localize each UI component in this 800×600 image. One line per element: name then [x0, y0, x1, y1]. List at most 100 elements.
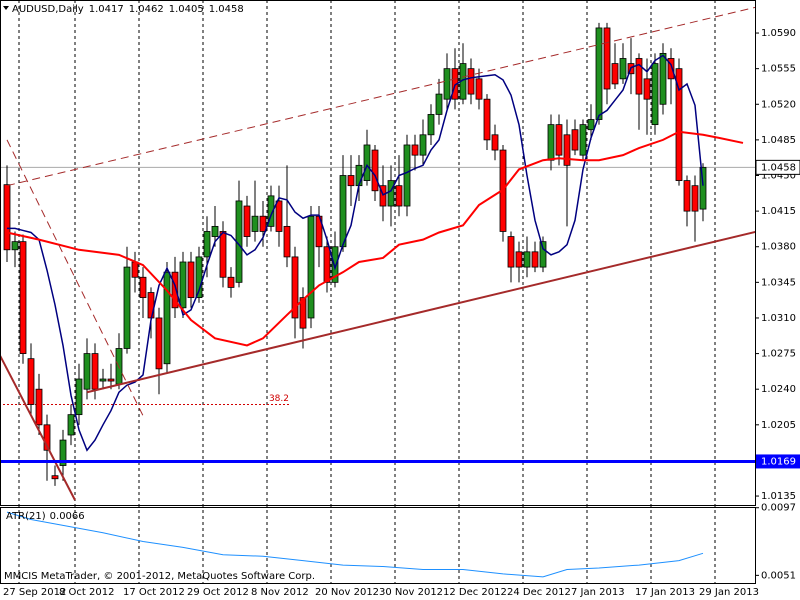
x-tick-label: 27 Sep 2012 [3, 587, 66, 598]
y-tick-label: 1.0590 [761, 28, 796, 39]
x-tick-label: 12 Dec 2012 [443, 587, 507, 598]
candle-body [211, 225, 219, 237]
y-tick-label: 0.0097 [761, 503, 796, 514]
candle-body [27, 358, 35, 405]
candle-body [571, 129, 579, 151]
header-text: 1.0405 [169, 4, 204, 15]
candle-body [603, 27, 611, 90]
candle-body [619, 58, 627, 80]
x-tick-label: 30 Nov 2012 [379, 587, 443, 598]
candle-body [11, 241, 19, 251]
level-tag-label: 1.0169 [761, 456, 796, 467]
y-tick-label: 1.0380 [761, 242, 796, 253]
candle-body [491, 134, 499, 151]
atr-value: 0.0066 [50, 511, 85, 522]
price-tag-label: 1.0458 [761, 162, 796, 173]
candle-body [563, 134, 571, 166]
x-tick-label: 24 Dec 2012 [507, 587, 571, 598]
fib-label: 38.2 [269, 394, 289, 404]
x-tick-label: 8 Nov 2012 [251, 587, 309, 598]
x-tick-label: 7 Jan 2013 [571, 587, 625, 598]
candle-body [123, 266, 131, 349]
candle-body [99, 378, 107, 382]
y-tick-label: 1.0520 [761, 99, 796, 110]
y-tick-label: 1.0345 [761, 277, 796, 288]
atr-title: ATR(21) [6, 511, 46, 522]
candle-body [531, 251, 539, 268]
candle-body [171, 271, 179, 309]
candle-body [187, 261, 195, 299]
y-tick-label: 1.0135 [761, 491, 796, 502]
x-tick-label: 17 Jan 2013 [635, 587, 695, 598]
candle-body [131, 261, 139, 278]
candle-body [35, 388, 43, 426]
copyright: MMCIS MetaTrader, © 2001-2012, MetaQuote… [4, 571, 315, 582]
candle-body [675, 68, 683, 181]
candle-body [51, 475, 59, 480]
candle-body [587, 119, 595, 131]
candle-body [427, 114, 435, 136]
candle-body [683, 180, 691, 212]
candle-body [691, 185, 699, 212]
axes: 1.0590 1.0555 1.0520 1.0485 1.0450 1.0415 1.03… [3, 4, 800, 598]
x-tick-label: 29 Jan 2013 [699, 587, 759, 598]
candle-body [139, 276, 147, 299]
candle-body [451, 68, 459, 100]
candle-body [307, 215, 315, 319]
candle-body [667, 58, 675, 80]
price-frame [0, 0, 756, 506]
candle-body [555, 124, 563, 156]
candle-body [67, 414, 75, 436]
candle-body [643, 78, 651, 100]
candle-body [299, 297, 307, 329]
header-text: 1.0417 [89, 4, 124, 15]
candle-body [651, 63, 659, 126]
y-tick-label: 1.0555 [761, 64, 796, 75]
candle-body [411, 144, 419, 156]
candle-body [579, 124, 587, 156]
candle-body [355, 164, 363, 187]
candle-body [363, 144, 371, 181]
candle-body [395, 185, 403, 207]
candle-body [435, 93, 443, 115]
candle-body [163, 271, 171, 365]
atr-pane [6, 511, 704, 578]
candle-body [267, 195, 275, 227]
candle-body [339, 175, 347, 248]
candle-body [699, 166, 707, 210]
candle-body [595, 27, 603, 120]
candle-body [283, 225, 291, 258]
candle-body [547, 124, 555, 161]
y-tick-label: 0.0051 [761, 570, 796, 581]
candle-body [59, 439, 67, 466]
y-tick-label: 1.0310 [761, 313, 796, 324]
candle-body [179, 261, 187, 309]
atr-frame [0, 507, 756, 584]
candle-body [379, 185, 387, 207]
y-tick-label: 1.0275 [761, 349, 796, 360]
candle-body [19, 241, 27, 354]
trendline [86, 230, 755, 394]
candle-body [387, 180, 395, 207]
trendline [0, 353, 76, 501]
candle-body [43, 424, 51, 451]
moving-average [6, 130, 744, 347]
y-tick-label: 1.0205 [761, 420, 796, 431]
candle-body [635, 58, 643, 95]
candle-body [371, 149, 379, 192]
x-tick-label: 29 Oct 2012 [187, 587, 249, 598]
y-tick-label: 1.0415 [761, 206, 796, 217]
candle-body [75, 378, 83, 416]
candle-body [227, 276, 235, 288]
y-tick-label: 1.0450 [761, 171, 796, 182]
y-tick-label: 1.0240 [761, 384, 796, 395]
candle-body [291, 256, 299, 319]
candle-body [275, 200, 283, 232]
candle-body [91, 353, 99, 390]
candle-body [475, 78, 483, 100]
header-text: 1.0458 [209, 4, 244, 15]
candle-body [107, 378, 115, 382]
candle-body [419, 134, 427, 156]
